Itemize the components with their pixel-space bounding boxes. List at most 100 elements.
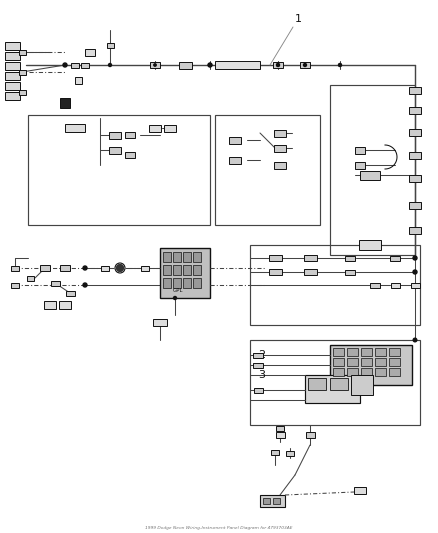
Bar — [409, 227, 421, 233]
Bar — [333, 358, 344, 366]
Text: 1: 1 — [295, 14, 302, 24]
Bar — [5, 72, 20, 80]
Bar — [60, 98, 70, 108]
Circle shape — [413, 256, 417, 260]
Circle shape — [154, 64, 156, 66]
Bar — [183, 265, 191, 275]
Bar — [263, 498, 270, 504]
Bar — [308, 378, 326, 390]
Bar — [355, 161, 365, 168]
Bar — [409, 107, 421, 114]
Bar — [375, 368, 386, 376]
Bar — [193, 252, 201, 262]
Bar — [330, 378, 348, 390]
Bar — [276, 425, 284, 431]
Bar — [229, 157, 241, 164]
Bar — [360, 171, 380, 180]
Bar — [347, 348, 358, 356]
Bar — [345, 255, 355, 261]
Bar — [351, 375, 373, 395]
Bar — [359, 240, 381, 250]
Bar — [101, 265, 109, 271]
Bar — [330, 345, 412, 385]
Bar — [59, 301, 71, 309]
Bar — [361, 368, 372, 376]
Bar — [375, 358, 386, 366]
Bar — [254, 387, 262, 392]
Bar — [11, 265, 19, 271]
Bar — [28, 115, 210, 225]
Bar — [179, 61, 191, 69]
Bar — [109, 147, 121, 154]
Circle shape — [276, 63, 279, 67]
Bar — [229, 136, 241, 143]
Bar — [409, 174, 421, 182]
Bar — [215, 61, 260, 69]
Bar — [361, 348, 372, 356]
Bar — [347, 368, 358, 376]
Bar — [85, 49, 95, 55]
Bar — [5, 62, 20, 70]
Circle shape — [173, 296, 177, 300]
Bar — [250, 340, 420, 425]
Bar — [163, 265, 171, 275]
Circle shape — [83, 283, 87, 287]
Bar — [44, 301, 56, 309]
Bar — [304, 269, 317, 275]
Bar — [149, 125, 161, 132]
Bar — [347, 358, 358, 366]
Circle shape — [413, 338, 417, 342]
Bar — [215, 115, 320, 225]
Bar — [370, 282, 380, 287]
Bar — [390, 255, 400, 261]
Bar — [253, 352, 263, 358]
Bar — [163, 252, 171, 262]
Bar — [183, 252, 191, 262]
Bar — [276, 432, 285, 438]
Bar — [355, 147, 365, 154]
Bar — [305, 375, 360, 403]
Bar — [81, 62, 89, 68]
Bar — [11, 282, 19, 287]
Circle shape — [83, 266, 87, 270]
Bar — [274, 144, 286, 151]
Bar — [193, 278, 201, 288]
Bar — [18, 50, 25, 54]
Bar — [66, 290, 74, 295]
Bar — [409, 86, 421, 93]
Bar — [106, 43, 113, 47]
Bar — [150, 62, 160, 68]
Bar — [391, 282, 399, 287]
Bar — [125, 152, 135, 158]
Bar — [160, 248, 210, 298]
Circle shape — [413, 270, 417, 274]
Bar — [153, 319, 167, 326]
Bar — [286, 450, 294, 456]
Bar — [65, 124, 85, 132]
Bar — [300, 62, 310, 68]
Bar — [274, 130, 286, 136]
Circle shape — [115, 263, 125, 273]
Bar — [409, 151, 421, 158]
Bar — [163, 278, 171, 288]
Bar — [361, 358, 372, 366]
Bar — [5, 82, 20, 90]
Circle shape — [208, 63, 212, 67]
Text: 2: 2 — [258, 350, 265, 360]
Bar — [193, 265, 201, 275]
Bar — [345, 270, 355, 274]
Bar — [173, 252, 181, 262]
Bar — [268, 269, 282, 275]
Bar — [389, 368, 400, 376]
Circle shape — [277, 64, 279, 66]
Circle shape — [109, 63, 112, 67]
Bar — [305, 432, 314, 438]
Bar — [375, 348, 386, 356]
Bar — [125, 132, 135, 138]
Bar — [389, 358, 400, 366]
Bar — [268, 255, 282, 261]
Circle shape — [117, 264, 124, 271]
Circle shape — [339, 63, 342, 67]
Bar — [18, 90, 25, 94]
Bar — [5, 92, 20, 100]
